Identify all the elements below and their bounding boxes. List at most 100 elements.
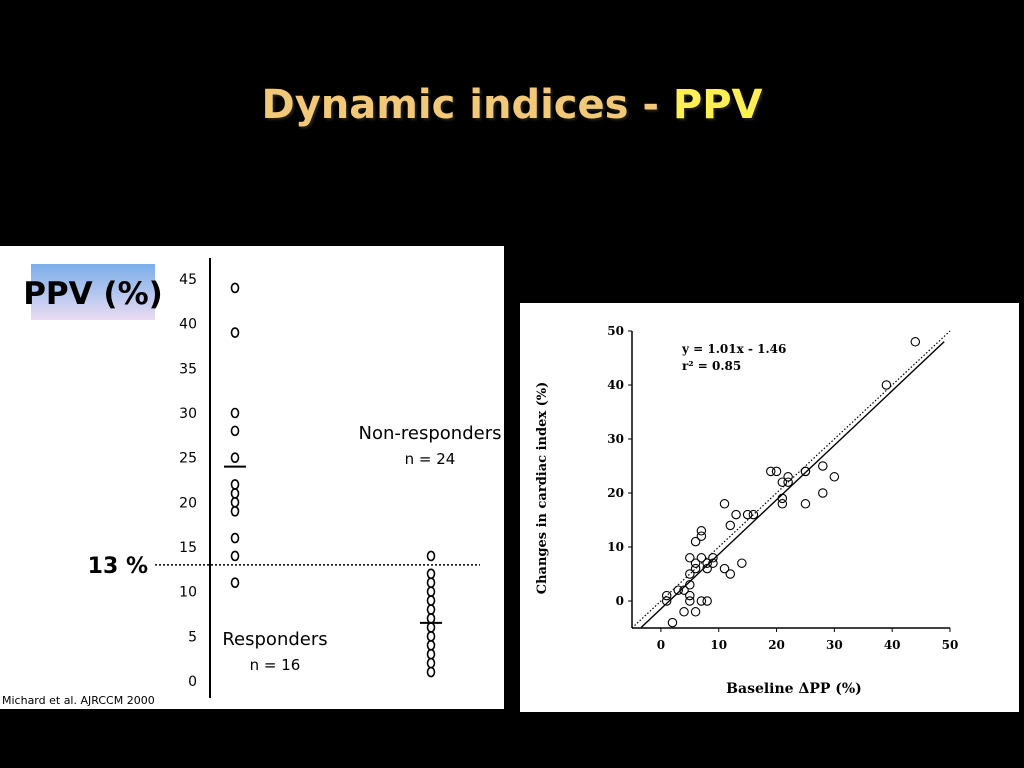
- data-points: [224, 282, 442, 678]
- data-point: [737, 558, 747, 568]
- data-point: [783, 477, 793, 487]
- data-point: [230, 452, 240, 463]
- data-point: [708, 553, 718, 563]
- y-tick-label: 40: [607, 378, 624, 392]
- responders-count: n = 16: [250, 656, 301, 674]
- data-point: [230, 550, 240, 562]
- data-point: [748, 509, 759, 520]
- data-point: [719, 563, 730, 574]
- data-point: [426, 568, 436, 580]
- y-tick-label: 0: [616, 594, 624, 608]
- data-point: [708, 558, 718, 568]
- data-point: [731, 509, 741, 520]
- data-point: [426, 577, 436, 589]
- regression-equation: y = 1.01x - 1.46: [681, 342, 786, 356]
- non-responders-count: n = 24: [405, 450, 456, 468]
- data-point: [719, 499, 730, 509]
- data-point: [679, 607, 689, 617]
- data-point: [426, 613, 436, 624]
- data-point: [696, 531, 707, 541]
- data-point: [230, 497, 240, 508]
- data-point: [230, 407, 240, 419]
- x-axis-label: Baseline ΔPP (%): [726, 681, 862, 697]
- x-tick-label: 50: [942, 638, 959, 652]
- y-tick-label: 20: [179, 495, 197, 511]
- y-tick-label: 0: [188, 674, 197, 690]
- y-tick-label: 15: [179, 540, 197, 556]
- plot-axes: [628, 330, 951, 632]
- slide-title-accent: PPV: [672, 82, 763, 128]
- y-tick-label: 30: [607, 432, 624, 446]
- data-point: [725, 569, 736, 579]
- data-point: [818, 488, 828, 498]
- data-point: [426, 648, 436, 660]
- ppv-label-box: [31, 264, 155, 320]
- data-point: [426, 550, 436, 562]
- data-point: [696, 596, 707, 606]
- data-point: [426, 631, 436, 642]
- data-point: [426, 666, 436, 678]
- y-tick-label: 50: [607, 324, 624, 338]
- data-point: [800, 466, 811, 477]
- data-point: [685, 553, 695, 563]
- data-point: [690, 558, 701, 568]
- y-tick-label: 45: [179, 272, 197, 288]
- y-tick-label: 5: [188, 629, 197, 645]
- data-point: [673, 585, 684, 595]
- data-point: [702, 558, 712, 568]
- y-tick-label: 35: [179, 361, 197, 377]
- data-point: [910, 337, 921, 347]
- y-tick-label: 40: [179, 317, 197, 333]
- data-point: [777, 477, 788, 487]
- data-point: [690, 563, 701, 574]
- data-point: [426, 586, 436, 597]
- regression-plot-panel: 0 10 20 30 40 50 0 10 20 30 40 50 y = 1.01x - 1.46 …: [520, 303, 1019, 712]
- data-point: [777, 493, 788, 504]
- ppv-dot-plot-panel: PPV (%) 0 5 10 15 20 25 30 35 40 45 13 % Non-resp…: [0, 246, 504, 709]
- data-point: [783, 472, 793, 482]
- x-tick-label: 20: [768, 638, 785, 652]
- data-point: [426, 595, 436, 606]
- data-point: [685, 596, 695, 606]
- data-point: [702, 596, 712, 606]
- data-point: [230, 488, 240, 499]
- y-axis-label: Changes in cardiac index (%): [535, 382, 550, 595]
- data-point: [702, 563, 712, 574]
- data-point: [679, 585, 689, 595]
- data-point: [230, 425, 240, 437]
- data-point: [742, 509, 753, 520]
- data-point: [230, 532, 240, 544]
- non-responders-label: Non-responders: [359, 423, 502, 444]
- data-point: [685, 569, 695, 579]
- ppv-axis-label: PPV (%): [23, 276, 163, 312]
- data-point: [230, 282, 240, 294]
- data-point: [777, 499, 788, 509]
- data-point: [426, 622, 436, 633]
- y-tick-label: 25: [179, 451, 197, 467]
- y-tick-label: 10: [179, 585, 197, 601]
- data-point: [696, 526, 707, 536]
- x-tick-label: 30: [826, 638, 843, 652]
- responders-label: Responders: [222, 629, 327, 650]
- x-tick-label: 10: [710, 638, 727, 652]
- data-points: [661, 337, 921, 628]
- r-squared-label: r² = 0.85: [682, 359, 741, 373]
- slide-title: Dynamic indices - PPV: [0, 82, 1024, 128]
- data-point: [818, 461, 828, 471]
- data-point: [230, 505, 240, 517]
- data-point: [690, 607, 701, 617]
- data-point: [766, 466, 776, 477]
- data-point: [667, 617, 678, 628]
- ppv-dot-plot: PPV (%) 0 5 10 15 20 25 30 35 40 45 13 % Non-resp…: [2, 258, 502, 707]
- citation: Michard et al. AJRCCM 2000: [2, 694, 155, 707]
- y-tick-labels: 0 5 10 15 20 25 30 35 40 45: [179, 272, 197, 690]
- data-point: [426, 657, 436, 669]
- data-point: [230, 327, 240, 338]
- data-point: [230, 577, 240, 589]
- slide-title-main: Dynamic indices -: [261, 82, 673, 128]
- data-point: [696, 553, 707, 563]
- data-point: [829, 472, 840, 482]
- regression-line: [640, 341, 945, 628]
- y-tick-label: 30: [179, 406, 197, 422]
